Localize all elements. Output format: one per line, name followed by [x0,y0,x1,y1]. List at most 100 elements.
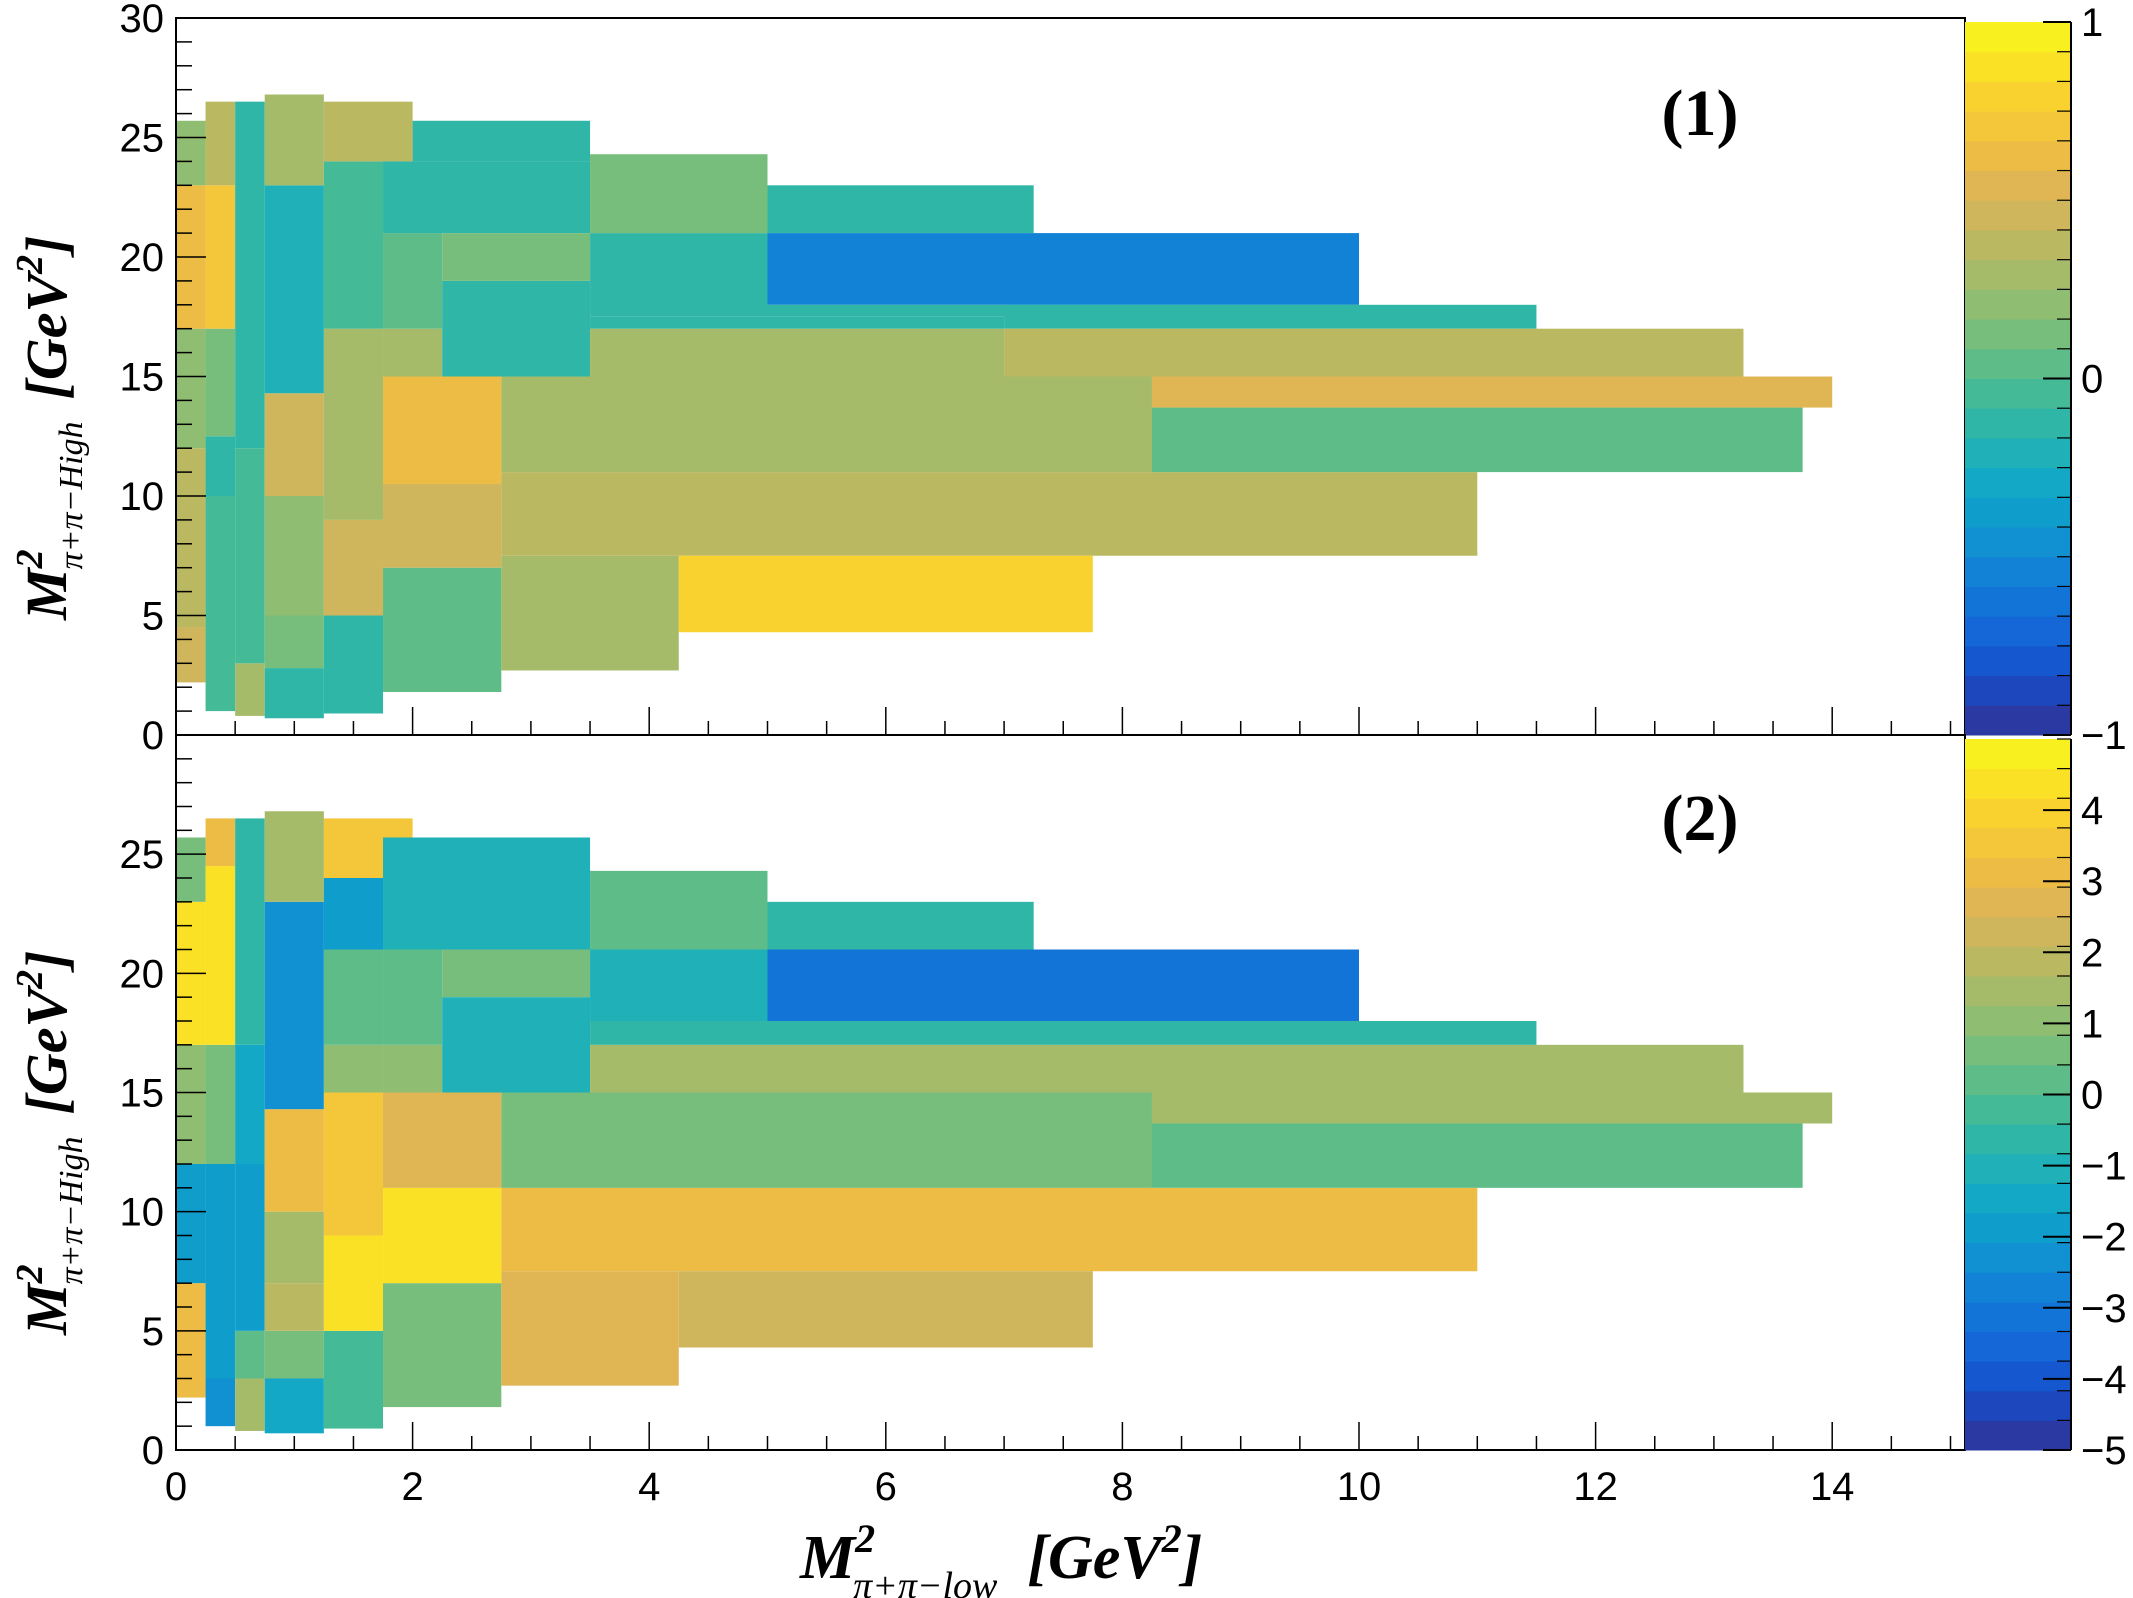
x-tick-label: 8 [1111,1465,1133,1509]
color-bar-swatch [1965,467,2071,498]
heatmap-cell [678,1271,1093,1348]
heatmap-cell [590,328,1005,377]
color-bar-label: 1 [2081,1,2103,45]
color-bar-swatch [1965,497,2071,528]
color-bar-swatch [1965,81,2071,112]
heatmap-cell [383,837,591,950]
heatmap-cell [176,1283,206,1398]
color-bar-swatch [1965,1242,2071,1273]
color-bar-swatch [1965,1361,2071,1392]
heatmap-cell [1151,376,1833,408]
heatmap-cells [176,811,1833,1434]
svg-text:M2π+π−High[GeV2]: M2π+π−High[GeV2] [9,951,90,1337]
color-bar-swatch [1965,857,2071,888]
heatmap-cell [235,1164,265,1331]
color-bar-swatch [1965,437,2071,469]
color-bar-swatch [1965,705,2071,736]
heatmap-cell [323,878,384,950]
color-bar-swatch [1965,768,2071,799]
color-bar-swatch [1965,289,2071,320]
y-tick-label: 10 [120,475,165,519]
x-axis [175,707,1952,735]
y-axis-title-2: M2π+π−High[GeV2] [9,951,90,1337]
color-bar-swatch [1965,827,2071,858]
heatmap-cell [235,1330,265,1379]
color-bar-swatch [1965,1213,2071,1244]
heatmap-cell [323,101,413,162]
heatmap-cell [590,949,768,1021]
color-bar-swatch [1965,51,2071,82]
color-bar-swatch [1965,1153,2071,1184]
heatmap-cell [323,328,384,377]
x-tick-label: 0 [165,1465,187,1509]
heatmap-cell [264,1283,324,1331]
heatmap-cell [383,949,443,1045]
heatmap-cell [235,1378,265,1431]
heatmap-cell [383,1187,502,1284]
heatmap-cell [383,1092,502,1188]
heatmap-cell [264,1378,324,1434]
color-bar-swatch [1965,319,2071,350]
color-bar-swatch [1965,916,2071,947]
heatmap-cell [383,484,502,568]
heatmap-cell [264,668,324,719]
color-bar-swatch [1965,1301,2071,1332]
heatmap-cell [235,101,265,449]
heatmap-cell [176,120,206,186]
color-bar-swatch [1965,887,2071,918]
color-bar-label: −3 [2081,1287,2127,1331]
heatmap-cell [176,837,206,902]
color-bar-swatch [1965,739,2071,770]
heatmap-cell [264,1109,324,1212]
heatmap-cell [442,233,591,281]
heatmap-cell [767,949,1359,1021]
heatmap-cell [1151,1123,1803,1188]
heatmap-cell [323,1235,384,1331]
color-bar-swatch [1965,140,2071,172]
color-bar-swatch [1965,675,2071,706]
heatmap-cell [205,185,236,329]
heatmap-cell [205,328,236,437]
color-bar-label: 1 [2081,1002,2103,1046]
x-tick-label: 6 [875,1465,897,1509]
heatmap-cell [323,1330,384,1429]
y-axis: 0 5 10 15 20 25 [120,734,206,1473]
heatmap-cell [590,1021,1537,1045]
color-bar-label: −1 [2081,714,2127,758]
color-bar: −1 0 1 [1965,1,2127,758]
heatmap-cell [176,328,206,449]
color-bar-label: 0 [2081,1074,2103,1118]
x-tick-label: 10 [1337,1465,1382,1509]
x-axis-title: M2 π+π−low [GeV2] [799,1516,1202,1598]
x-tick-label: 2 [401,1465,423,1509]
x-tick-label: 14 [1810,1465,1855,1509]
heatmap-cell [323,1044,384,1093]
color-bar-swatch [1965,1094,2071,1125]
color-bar-swatch [1965,1420,2071,1451]
heatmap-cell [235,818,265,1045]
heatmap-cell [767,901,1034,950]
heatmap-cell [176,448,206,628]
heatmap-cell [235,1044,265,1164]
heatmap-cell [501,472,1478,556]
heatmap-cell [383,233,443,329]
y-tick-label: 15 [120,356,165,400]
y-tick-label: 10 [120,1191,165,1235]
color-bar-swatch [1965,616,2071,647]
heatmap-cell [323,519,384,616]
y-tick-label: 5 [142,1310,164,1354]
color-bar-swatch [1965,1183,2071,1214]
heatmap-cell [590,233,768,317]
heatmap-cell [235,663,265,716]
heatmap-cell [205,101,236,186]
heatmap-cell [264,811,324,902]
heatmap-panel-1: 0 5 10 15 20 25 30 (1) −1 0 1 [120,0,2127,758]
heatmap-cell [383,161,591,234]
heatmap-cell [176,1044,206,1164]
heatmap-cell [590,154,768,234]
color-bar-swatch [1965,200,2071,231]
heatmap-cell [767,185,1034,234]
heatmap-cell [501,1271,679,1386]
